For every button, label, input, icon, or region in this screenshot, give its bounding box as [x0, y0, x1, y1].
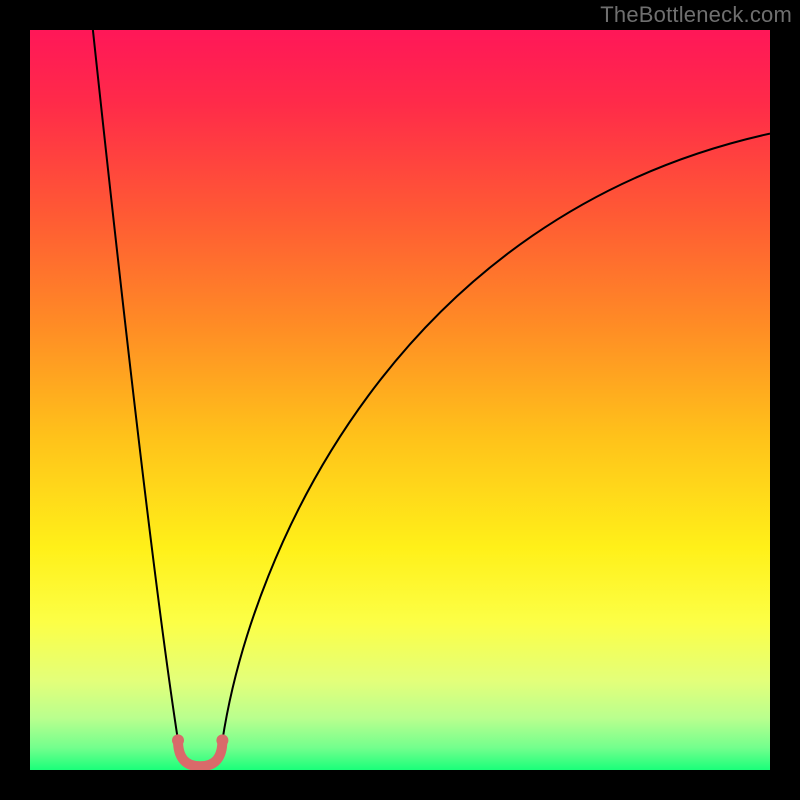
plot-area: [30, 30, 770, 770]
watermark-text: TheBottleneck.com: [600, 2, 792, 28]
valley-left-dot: [172, 734, 184, 746]
valley-segment: [178, 740, 222, 766]
valley-right-dot: [216, 734, 228, 746]
bottleneck-curves: [30, 30, 770, 770]
left-curve: [93, 30, 178, 740]
right-curve: [222, 134, 770, 741]
chart-frame: TheBottleneck.com: [0, 0, 800, 800]
